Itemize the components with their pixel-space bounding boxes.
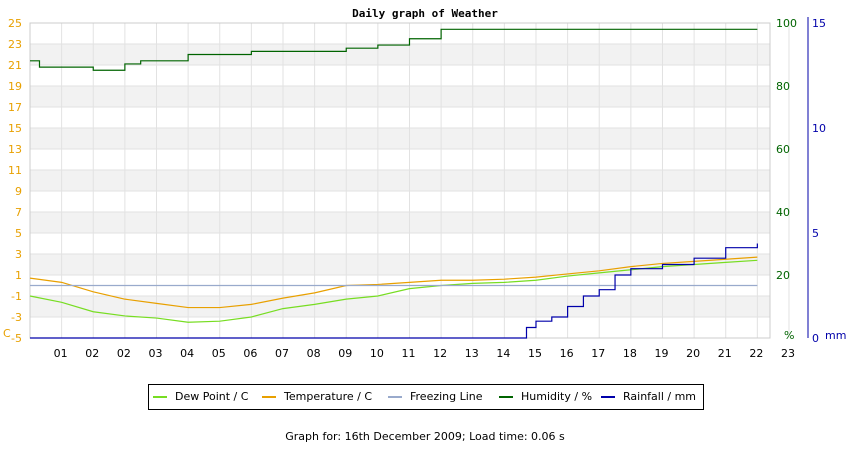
- left-axis-tick-label: 25: [8, 17, 22, 30]
- legend-item-dew-point: Dew Point / C: [153, 390, 248, 404]
- left-axis-tick-label: -5: [11, 332, 22, 345]
- left-axis-tick-label: 21: [8, 59, 22, 72]
- left-axis-tick-label: -1: [11, 290, 22, 303]
- legend: Dew Point / C Temperature / C Freezing L…: [148, 384, 704, 410]
- legend-item-freezing-line: Freezing Line: [388, 390, 483, 404]
- humidity-axis-tick-label: 100: [776, 17, 797, 30]
- left-axis-tick-label: 1: [15, 269, 22, 282]
- left-axis-tick-label: 17: [8, 101, 22, 114]
- x-tick-label: 02: [117, 347, 131, 360]
- legend-swatch-temperature: [262, 396, 276, 398]
- left-axis-tick-label: 23: [8, 38, 22, 51]
- rain-axis-tick-label: 10: [812, 122, 826, 135]
- series-line-3: [30, 28, 758, 71]
- x-tick-label: 18: [623, 347, 637, 360]
- grid-band: [30, 170, 770, 191]
- rain-axis-unit-label: mm: [825, 329, 846, 342]
- humidity-axis-tick-label: 80: [776, 80, 790, 93]
- x-tick-label: 02: [85, 347, 99, 360]
- left-axis-tick-label: 9: [15, 185, 22, 198]
- x-tick-label: 14: [496, 347, 510, 360]
- grid-band: [30, 128, 770, 149]
- humidity-axis-tick-label: 20: [776, 269, 790, 282]
- x-tick-label: 05: [212, 347, 226, 360]
- x-tick-label: 06: [243, 347, 257, 360]
- rain-axis-tick-label: 5: [812, 227, 819, 240]
- x-tick-label: 23: [781, 347, 795, 360]
- humidity-axis-unit-label: %: [784, 329, 794, 342]
- legend-label-freezing-line: Freezing Line: [410, 390, 483, 403]
- grid-band: [30, 254, 770, 275]
- left-axis-tick-label: 19: [8, 80, 22, 93]
- legend-label-dew-point: Dew Point / C: [175, 390, 249, 403]
- legend-swatch-humidity: [499, 396, 513, 398]
- humidity-axis-tick-label: 60: [776, 143, 790, 156]
- left-axis-tick-label: 15: [8, 122, 22, 135]
- left-axis-unit-label: C: [3, 327, 11, 340]
- legend-swatch-freezing-line: [388, 396, 402, 398]
- x-tick-label: 09: [338, 347, 352, 360]
- x-tick-label: 19: [654, 347, 668, 360]
- footer-caption: Graph for: 16th December 2009; Load time…: [285, 430, 565, 443]
- legend-item-temperature: Temperature / C: [262, 390, 372, 404]
- x-tick-label: 15: [528, 347, 542, 360]
- x-tick-label: 21: [718, 347, 732, 360]
- left-axis-tick-label: 3: [15, 248, 22, 261]
- left-axis-tick-label: -3: [11, 311, 22, 324]
- left-axis-tick-label: 5: [15, 227, 22, 240]
- x-tick-label: 16: [560, 347, 574, 360]
- grid-band: [30, 44, 770, 65]
- rain-axis-tick-label: 15: [812, 17, 826, 30]
- legend-label-humidity: Humidity / %: [521, 390, 593, 403]
- humidity-axis-tick-label: 40: [776, 206, 790, 219]
- legend-label-rainfall: Rainfall / mm: [623, 390, 697, 403]
- x-tick-label: 01: [54, 347, 68, 360]
- x-tick-label: 07: [275, 347, 289, 360]
- legend-swatch-dew-point: [153, 396, 167, 398]
- weather-chart: -5-3-11357911131517192123252040608010005…: [3, 17, 846, 360]
- grid-band: [30, 296, 770, 317]
- x-tick-label: 20: [686, 347, 700, 360]
- rain-axis-tick-label: 0: [812, 332, 819, 345]
- legend-item-rainfall: Rainfall / mm: [601, 390, 696, 404]
- legend-item-humidity: Humidity / %: [499, 390, 592, 404]
- x-tick-label: 13: [465, 347, 479, 360]
- series-line-1: [29, 256, 758, 309]
- grid-band: [30, 86, 770, 107]
- chart-title: Daily graph of Weather: [352, 7, 498, 20]
- legend-swatch-rainfall: [601, 396, 615, 398]
- x-tick-label: 17: [591, 347, 605, 360]
- x-tick-label: 08: [307, 347, 321, 360]
- legend-label-temperature: Temperature / C: [284, 390, 373, 403]
- left-axis-tick-label: 13: [8, 143, 22, 156]
- left-axis-tick-label: 11: [8, 164, 22, 177]
- x-tick-label: 11: [401, 347, 415, 360]
- x-tick-label: 04: [180, 347, 194, 360]
- x-tick-label: 12: [433, 347, 447, 360]
- x-tick-label: 22: [749, 347, 763, 360]
- series-line-4: [30, 243, 758, 339]
- x-tick-label: 03: [148, 347, 162, 360]
- x-tick-label: 10: [370, 347, 384, 360]
- left-axis-tick-label: 7: [15, 206, 22, 219]
- grid-band: [30, 212, 770, 233]
